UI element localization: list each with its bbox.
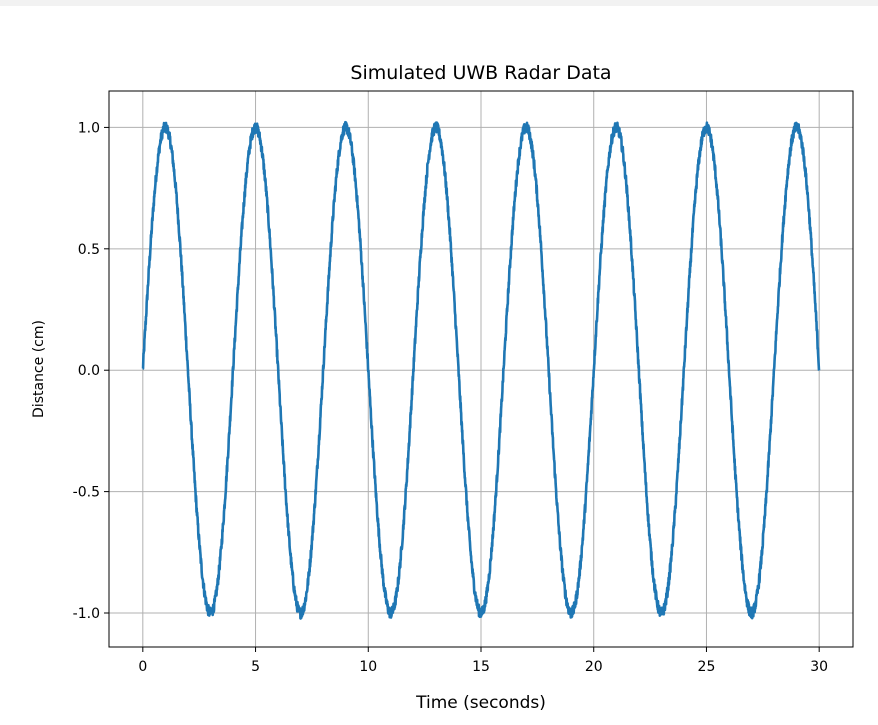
x-axis-ticks: 0 5 10 15 20 25 30 (138, 647, 828, 675)
y-tick-label: 1.0 (78, 120, 100, 136)
x-tick-label: 15 (472, 659, 490, 675)
window-top-strip (0, 0, 878, 6)
y-axis-label: Distance (cm) (31, 320, 47, 418)
y-axis-ticks: -1.0 -0.5 0.0 0.5 1.0 (73, 120, 109, 622)
x-axis-label: Time (seconds) (415, 693, 546, 713)
x-tick-label: 20 (585, 659, 603, 675)
x-tick-label: 25 (698, 659, 716, 675)
y-tick-label: -1.0 (73, 606, 100, 622)
series-line (141, 120, 821, 620)
x-tick-label: 0 (138, 659, 147, 675)
x-tick-label: 5 (251, 659, 260, 675)
y-tick-label: 0.5 (78, 242, 100, 258)
x-tick-label: 10 (359, 659, 377, 675)
y-tick-label: 0.0 (78, 363, 100, 379)
chart-title: Simulated UWB Radar Data (350, 62, 611, 84)
y-tick-label: -0.5 (73, 485, 100, 501)
x-tick-label: 30 (810, 659, 828, 675)
